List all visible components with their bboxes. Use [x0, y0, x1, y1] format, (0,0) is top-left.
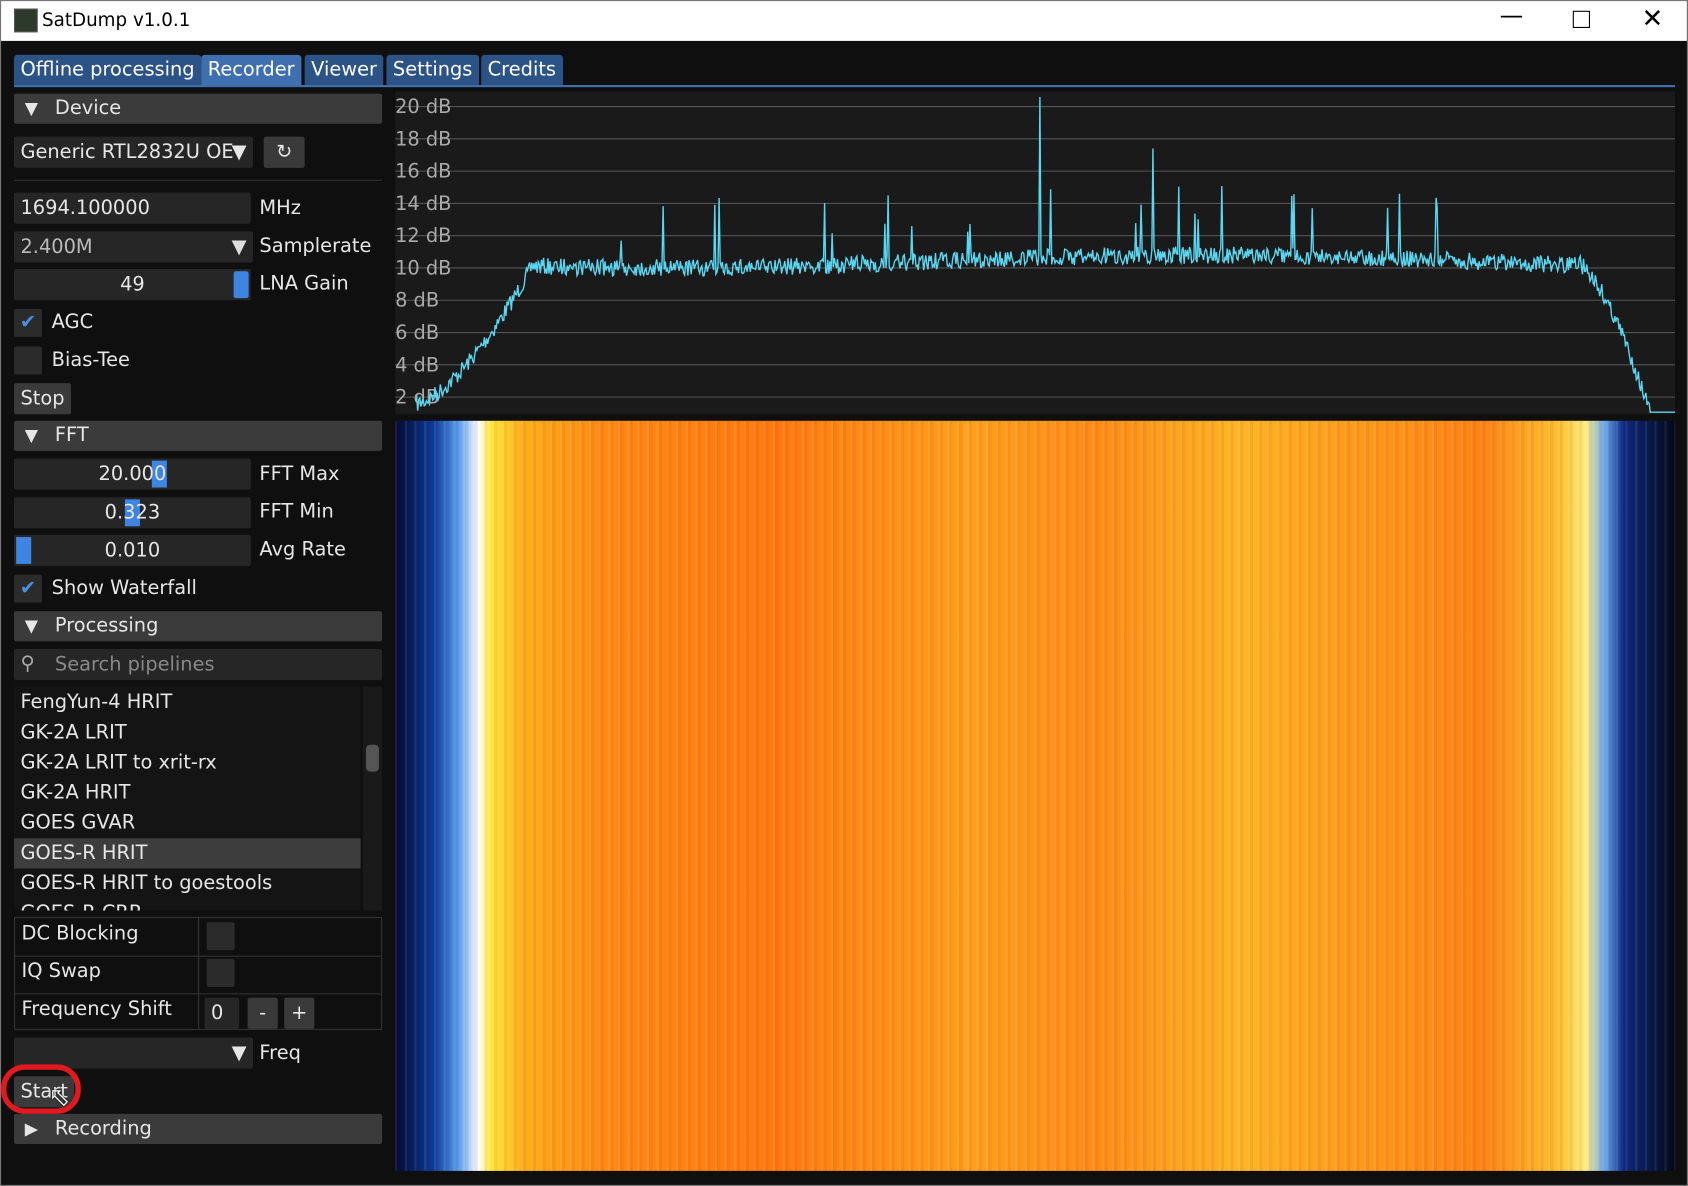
- window-title: SatDump v1.0.1: [41, 9, 191, 32]
- checkbox[interactable]: ✔: [13, 308, 42, 337]
- frequency-input[interactable]: 1694.100000: [13, 192, 251, 224]
- label: AGC: [51, 311, 94, 334]
- section-header[interactable]: ▼ Device: [13, 93, 383, 124]
- label: Show Waterfall: [51, 576, 197, 600]
- title-bar: SatDump v1.0.1 — ✕: [1, 1, 1687, 41]
- section-header[interactable]: ▶ Recording: [13, 1113, 383, 1145]
- pipeline-list: FengYun-4 HRIT GK-2A LRIT GK-2A LRIT to xr…: [13, 686, 361, 911]
- samplerate-combo[interactable]: 2.400M ▼: [13, 231, 253, 263]
- tab-underline: [13, 85, 1676, 88]
- header-text: Recording: [54, 1117, 152, 1140]
- slider-value: 0.010: [104, 539, 161, 562]
- plus-button[interactable]: +: [284, 997, 315, 1029]
- minimize-button[interactable]: —: [1499, 3, 1524, 31]
- label: Freq: [259, 1041, 301, 1065]
- spectrum-trace: [415, 96, 1676, 413]
- pipeline-item[interactable]: FengYun-4 HRIT: [20, 690, 173, 714]
- search-input[interactable]: ⚲ Search pipelines: [13, 648, 383, 681]
- scrollbar[interactable]: [362, 686, 383, 911]
- section-header[interactable]: ▼ Processing: [13, 611, 383, 642]
- checkbox[interactable]: [13, 346, 42, 375]
- pipeline-item[interactable]: GOES-R HRIT to goestools: [20, 871, 273, 895]
- slider-grab: [16, 537, 32, 564]
- combo-text: 2.400M: [20, 235, 93, 259]
- pipeline-item[interactable]: GOES-R HRIT: [13, 838, 361, 869]
- slider-value: 20.000: [98, 462, 167, 486]
- freq-combo[interactable]: ▼: [13, 1037, 253, 1069]
- header-text: FFT: [54, 424, 89, 447]
- option-label: Frequency Shift: [21, 997, 172, 1021]
- table-divider: [198, 917, 200, 1029]
- slider-value: 49: [120, 273, 145, 296]
- db-label: 4 dB: [395, 353, 439, 376]
- header-text: Device: [54, 96, 122, 120]
- waterfall-texture: [395, 420, 1676, 1171]
- pipeline-item[interactable]: GOES GVAR: [20, 811, 136, 835]
- option-label: IQ Swap: [21, 959, 101, 983]
- slider-grab: [124, 499, 140, 527]
- label: FFT Min: [259, 500, 334, 524]
- shift-input[interactable]: 0: [204, 997, 239, 1029]
- source-combo[interactable]: Generic RTL2832U OE ▼: [13, 136, 253, 168]
- maximize-button[interactable]: [1572, 10, 1590, 28]
- table-divider: [15, 993, 382, 995]
- separator: [13, 179, 383, 181]
- tab[interactable]: Offline processing: [13, 54, 202, 86]
- fft-min-slider[interactable]: 0.323: [13, 497, 251, 529]
- db-label: 18 dB: [395, 127, 451, 150]
- slider-grab: [151, 460, 167, 488]
- checkbox[interactable]: [206, 958, 235, 987]
- avg-rate-slider[interactable]: 0.010: [13, 534, 251, 567]
- option-label: DC Blocking: [21, 922, 139, 945]
- checkbox[interactable]: ✔: [13, 574, 42, 603]
- spectrum-plot: 20 dB 18 dB 16 dB 14 dB 12 dB 10 dB 8 dB 6 dB 4 …: [395, 91, 1676, 415]
- label: Bias-Tee: [51, 348, 130, 372]
- pipeline-item[interactable]: GK-2A LRIT to xrit-rx: [20, 751, 217, 774]
- tab[interactable]: Settings: [386, 54, 479, 86]
- db-label: 12 dB: [395, 224, 451, 247]
- checkbox[interactable]: [206, 922, 235, 951]
- options-table: DC Blocking IQ Swap Frequency Shift 0 - …: [13, 916, 383, 1030]
- db-label: 10 dB: [395, 256, 451, 279]
- minus-button[interactable]: -: [247, 997, 278, 1029]
- label: Samplerate: [259, 234, 372, 258]
- stop-button[interactable]: Stop: [13, 383, 71, 415]
- waterfall: [395, 420, 1676, 1171]
- fft-max-slider[interactable]: 20.000: [13, 458, 251, 490]
- label: MHz: [259, 196, 301, 220]
- label: LNA Gain: [259, 272, 349, 295]
- section-header[interactable]: ▼ FFT: [13, 420, 383, 451]
- placeholder: Search pipelines: [54, 653, 215, 676]
- label: FFT Max: [259, 462, 340, 486]
- scroll-thumb[interactable]: [366, 744, 379, 772]
- cursor: ⬁: [48, 1081, 71, 1112]
- search-icon: ⚲: [20, 652, 35, 675]
- pipeline-item[interactable]: GOES-R CRR: [20, 899, 142, 911]
- highlight-circle: [1, 1064, 81, 1114]
- refresh-button[interactable]: ↻: [263, 136, 305, 168]
- slider-grab: [233, 271, 249, 299]
- tab[interactable]: Credits: [481, 54, 563, 86]
- db-label: 14 dB: [395, 192, 451, 215]
- combo-text: Generic RTL2832U OE: [20, 140, 234, 164]
- tab[interactable]: Viewer: [304, 54, 384, 86]
- slider-value: 0.323: [104, 501, 161, 525]
- lna-slider[interactable]: 49: [13, 269, 251, 301]
- tab[interactable]: Recorder: [201, 54, 302, 86]
- table-divider: [15, 955, 382, 957]
- app-icon: [13, 8, 38, 33]
- db-label: 6 dB: [395, 321, 439, 344]
- close-button[interactable]: ✕: [1641, 3, 1664, 34]
- pipeline-item[interactable]: GK-2A LRIT: [20, 721, 127, 744]
- label: Avg Rate: [259, 538, 346, 561]
- header-text: Processing: [54, 614, 159, 638]
- db-label: 20 dB: [395, 95, 451, 118]
- db-label: 16 dB: [395, 160, 451, 183]
- db-label: 8 dB: [395, 289, 439, 312]
- pipeline-item[interactable]: GK-2A HRIT: [20, 781, 131, 804]
